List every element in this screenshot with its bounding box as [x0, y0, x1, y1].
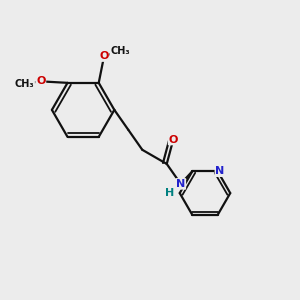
- Text: CH₃: CH₃: [111, 46, 130, 56]
- Text: O: O: [99, 51, 109, 61]
- Text: CH₃: CH₃: [15, 79, 34, 89]
- Text: O: O: [36, 76, 46, 86]
- Text: N: N: [176, 179, 185, 189]
- Text: N: N: [215, 166, 225, 176]
- Text: O: O: [169, 134, 178, 145]
- Text: H: H: [165, 188, 174, 198]
